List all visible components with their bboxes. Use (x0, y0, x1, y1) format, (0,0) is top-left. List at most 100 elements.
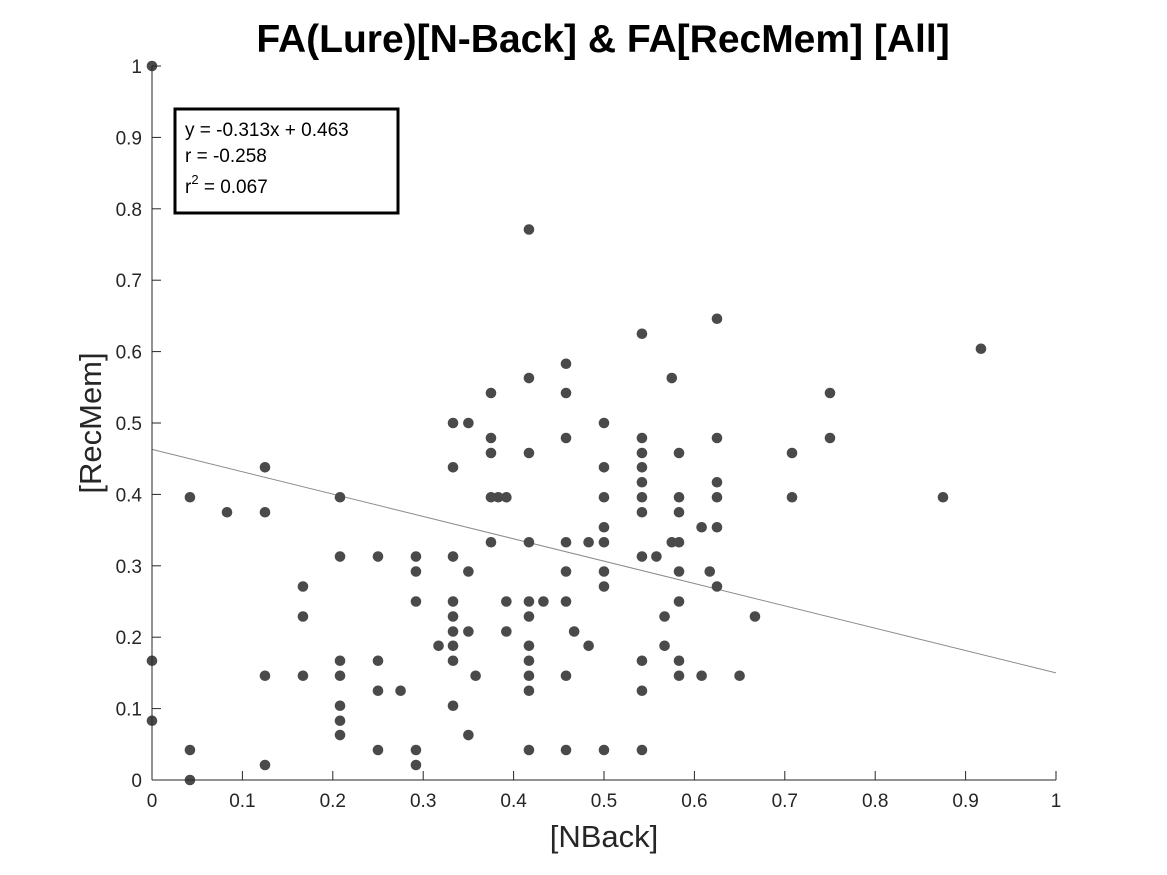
data-point (447, 626, 459, 637)
data-point (560, 358, 572, 370)
data-point (184, 491, 196, 503)
data-point (523, 611, 535, 622)
data-point (485, 432, 497, 444)
data-point (501, 596, 512, 607)
data-point (410, 596, 422, 607)
data-point (523, 224, 535, 235)
data-point (334, 551, 346, 562)
y-tick-label: 0.3 (116, 557, 142, 578)
data-point (470, 670, 481, 682)
data-point (463, 729, 474, 741)
data-point (711, 313, 723, 325)
data-point (447, 640, 459, 652)
data-point (334, 670, 346, 682)
data-point (711, 491, 723, 503)
y-tick-label: 0.7 (116, 271, 142, 292)
data-point (447, 417, 459, 429)
data-point (447, 551, 459, 562)
data-point (636, 432, 648, 444)
data-point (560, 536, 572, 548)
chart-title: FA(Lure)[N-Back] & FA[RecMem] [All] (256, 18, 949, 61)
y-tick-label: 0.8 (116, 200, 142, 221)
data-point (636, 476, 648, 488)
data-point (560, 670, 572, 682)
data-point (636, 506, 648, 518)
data-point (523, 640, 535, 652)
x-axis-ticks: 0 0.1 0.2 0.3 0.4 0.5 0.6 0.7 0.8 0.9 1 (147, 771, 1062, 812)
data-point (560, 387, 572, 399)
data-point (334, 655, 346, 667)
plot-area: 0 0.1 0.2 0.3 0.4 0.5 0.6 0.7 0.8 0.9 1 0 0.1 0.2 0.3… (116, 57, 1062, 812)
data-point (538, 596, 549, 607)
data-point (485, 447, 497, 459)
data-point (297, 611, 309, 622)
data-point (673, 566, 685, 577)
data-point (975, 343, 987, 355)
data-point (523, 372, 535, 384)
x-tick-label: 0.2 (320, 791, 346, 812)
x-tick-label: 0 (147, 791, 158, 812)
data-point (372, 744, 384, 756)
data-point (598, 461, 610, 473)
x-axis-label: [NBack] (550, 819, 659, 854)
data-point (673, 491, 685, 503)
y-tick-label: 0 (131, 771, 142, 792)
data-point (636, 685, 648, 697)
data-point (523, 655, 535, 667)
data-point (560, 566, 572, 577)
data-point (786, 491, 798, 503)
data-point (501, 626, 512, 637)
data-point (447, 461, 459, 473)
x-tick-label: 0.9 (952, 791, 978, 812)
data-point (636, 491, 648, 503)
data-point (523, 685, 535, 697)
data-point (372, 655, 384, 667)
x-tick-label: 1 (1051, 791, 1062, 812)
y-tick-label: 1 (131, 57, 142, 78)
data-point (673, 536, 685, 548)
data-point (297, 670, 309, 682)
data-point (334, 729, 346, 741)
data-point (447, 611, 459, 622)
data-point (523, 670, 535, 682)
data-point (583, 536, 594, 548)
data-point (485, 387, 497, 399)
data-point (568, 626, 580, 637)
data-point (636, 447, 648, 459)
data-point (334, 715, 346, 727)
data-point (666, 372, 678, 384)
data-point (598, 566, 610, 577)
data-point (636, 744, 648, 756)
data-point (673, 655, 685, 667)
data-point (334, 700, 346, 712)
data-point (711, 476, 723, 488)
data-point (636, 328, 648, 340)
stats-box-border (173, 107, 400, 215)
x-tick-label: 0.6 (681, 791, 707, 812)
r-squared-value: = 0.067 (199, 177, 268, 198)
data-point (447, 655, 459, 667)
data-point (598, 581, 610, 592)
r-squared-superscript: 2 (191, 172, 198, 187)
y-tick-label: 0.5 (116, 414, 142, 435)
x-tick-label: 0.5 (591, 791, 617, 812)
data-point (259, 759, 271, 771)
data-point (673, 596, 685, 607)
data-point (598, 491, 610, 503)
data-point (463, 417, 474, 429)
x-tick-label: 0.7 (772, 791, 798, 812)
x-tick-label: 0.4 (500, 791, 527, 812)
data-point (734, 670, 745, 682)
data-point (636, 461, 648, 473)
data-point (786, 447, 798, 459)
data-point (659, 640, 670, 652)
data-point (523, 596, 535, 607)
data-point (523, 447, 535, 459)
data-point (673, 670, 685, 682)
x-tick-label: 0.3 (410, 791, 436, 812)
data-point (711, 581, 723, 592)
data-point (560, 744, 572, 756)
data-point (410, 744, 422, 756)
x-tick-label: 0.1 (229, 791, 255, 812)
data-point (560, 596, 572, 607)
